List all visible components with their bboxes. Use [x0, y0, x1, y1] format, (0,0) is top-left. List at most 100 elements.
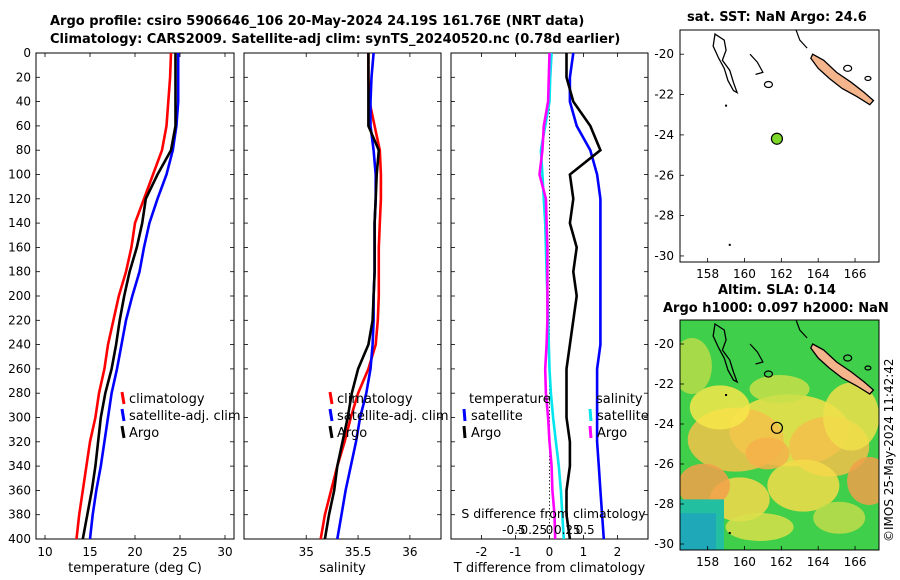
reef-outline [749, 343, 764, 365]
y-tick-label: 300 [8, 411, 31, 425]
legend-entry: satellite-adj. clim [337, 409, 449, 424]
reef-outline [749, 53, 764, 75]
difference-panel: -2 -1 0 1 2 T difference from climatology S di… [450, 52, 649, 576]
y-tick-label: 140 [8, 216, 31, 230]
x-tick-label: -2 [476, 545, 488, 559]
map-frame [679, 319, 880, 551]
series-argo [323, 53, 381, 540]
argo-float-marker [770, 421, 784, 434]
legend-entry: satellite [597, 409, 649, 424]
lon-tick-label: 164 [807, 267, 830, 281]
y-tick-label: 0 [23, 46, 31, 60]
coastline-chesterfield [712, 322, 739, 384]
legend-entry: climatology [337, 392, 413, 407]
legend-entry: satellite-adj. clim [129, 409, 241, 424]
reef-outline [795, 30, 808, 49]
x-tick-label: 36 [402, 545, 417, 559]
y-tick-label: 200 [8, 289, 31, 303]
x-tick-label: 15 [82, 545, 97, 559]
s-diff-tick-label: 0.5 [576, 523, 595, 537]
y-tick-label: 60 [16, 119, 31, 133]
x-axis-label: salinity [319, 561, 366, 576]
y-tick-label: 240 [8, 338, 31, 352]
x-axis-label: T difference from climatology [453, 561, 646, 576]
salinity-panel: 35 35.5 36 salinity climatology satellite-adj… [243, 52, 449, 576]
coastline-new-caledonia [810, 53, 875, 106]
sla-anomaly-patch [749, 375, 810, 403]
lon-tick-label: 160 [733, 555, 756, 569]
argo-float-marker [770, 132, 784, 145]
x-tick-label: 35.5 [345, 545, 372, 559]
y-tick-label: 180 [8, 265, 31, 279]
y-tick-label: 360 [8, 483, 31, 497]
sla-anomaly-patch [767, 459, 840, 512]
legend-title-salinity: salinity [596, 392, 643, 407]
lat-tick-label: -28 [654, 497, 674, 511]
lon-tick-label: 162 [770, 555, 793, 569]
lat-tick-label: -30 [654, 537, 674, 551]
lon-tick-label: 164 [807, 555, 830, 569]
reef-outline [795, 320, 808, 339]
sla-anomaly-patch [689, 385, 750, 430]
sst-map: 158 160 162 164 166 -20 -22 -24 -26 -28 -30 [654, 29, 880, 281]
y-tick-label: 100 [8, 168, 31, 182]
y-tick-label: 80 [16, 143, 31, 157]
legend-swatch [328, 425, 334, 439]
reef-outline [843, 64, 853, 72]
y-tick-label: 380 [8, 508, 31, 522]
sla-map-title-line1: Altim. SLA: 0.14 [718, 283, 836, 298]
series-temperature-satellite [568, 52, 606, 540]
x-tick-label: 10 [37, 545, 52, 559]
lat-tick-label: -26 [654, 457, 674, 471]
x-tick-label: 2 [614, 545, 622, 559]
y-tick-label: 400 [8, 532, 31, 546]
series-climatology [75, 52, 173, 540]
lat-tick-label: -30 [654, 249, 674, 263]
y-tick-label: 320 [8, 435, 31, 449]
figure-title-line1: Argo profile: csiro 5906646_106 20-May-2… [50, 14, 585, 29]
legend-entry: Argo [471, 426, 501, 441]
x-tick-label: 35 [299, 545, 314, 559]
sla-low-patch [680, 513, 716, 550]
legend-swatch [462, 425, 467, 439]
series-argo [81, 53, 177, 540]
x-tick-label: 20 [127, 545, 142, 559]
y-tick-label: 20 [16, 70, 31, 84]
lon-tick-label: 166 [844, 555, 867, 569]
lat-tick-label: -26 [654, 168, 674, 182]
s-diff-tick-label: 0 [546, 523, 554, 537]
legend-swatch [588, 425, 593, 439]
temperature-axes-box [35, 52, 235, 540]
reef-outline [864, 365, 872, 371]
sla-map-title-line2: Argo h1000: 0.097 h2000: NaN [663, 301, 889, 316]
sla-anomaly-patch [680, 338, 712, 394]
legend-swatch [462, 408, 467, 422]
lon-tick-label: 158 [696, 267, 719, 281]
legend-swatch [120, 425, 126, 439]
reef-outline [763, 370, 774, 378]
legend-entry: Argo [597, 426, 627, 441]
x-tick-label: -1 [510, 545, 522, 559]
coastline-chesterfield [712, 32, 739, 94]
sla-anomaly-patch [745, 437, 790, 470]
map-background [680, 30, 879, 262]
sst-map-title: sat. SST: NaN Argo: 24.6 [687, 10, 867, 25]
coastline-new-caledonia [810, 343, 875, 395]
legend-entry: satellite [471, 409, 523, 424]
x-tick-label: 25 [172, 545, 187, 559]
s-diff-tick-label: -0.25 [516, 523, 547, 537]
salinity-axes-box [243, 52, 442, 540]
series-salinity-argo [538, 52, 557, 540]
y-tick-label: 120 [8, 192, 31, 206]
sla-map: 158 160 162 164 166 -20 -22 -24 -26 -28 -30 [654, 319, 880, 569]
sla-anomaly-patch [725, 513, 794, 541]
lat-tick-label: -24 [654, 128, 674, 142]
s-diff-axis-label: S difference from climatology [461, 506, 646, 521]
lon-tick-label: 162 [770, 267, 793, 281]
sla-anomaly-patch [823, 382, 879, 451]
lat-tick-label: -24 [654, 417, 674, 431]
legend-swatch [120, 391, 126, 405]
y-tick-label: 220 [8, 313, 31, 327]
legend-entry: climatology [129, 392, 205, 407]
